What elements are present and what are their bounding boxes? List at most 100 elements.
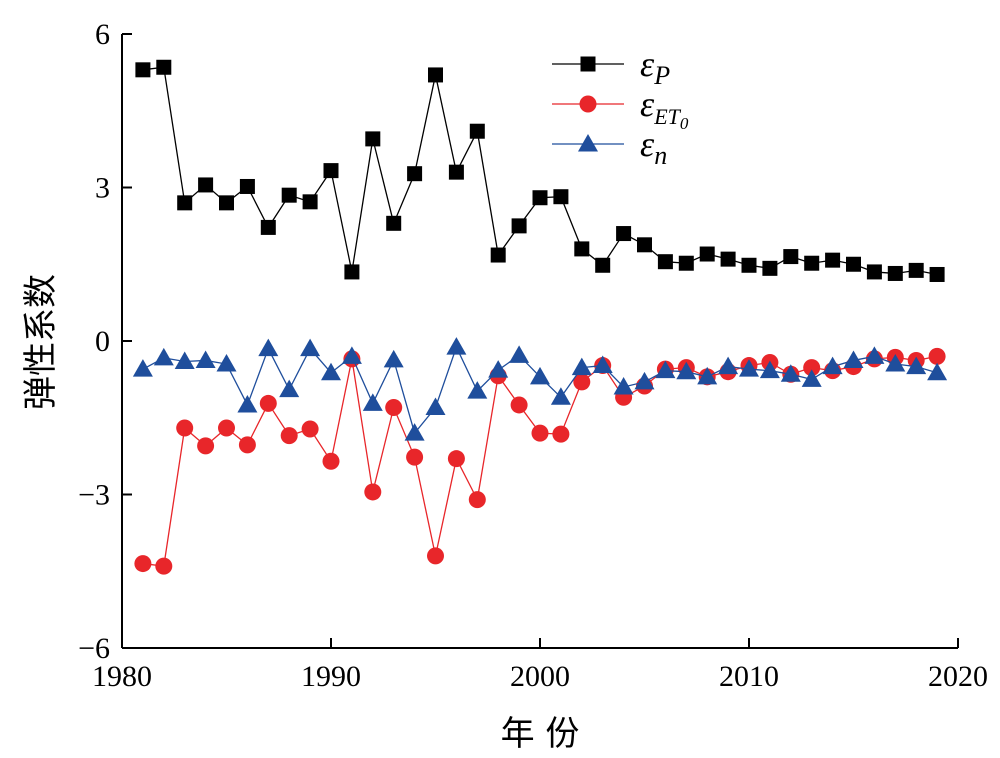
point-circle bbox=[322, 452, 340, 470]
point-square bbox=[929, 266, 945, 282]
point-triangle bbox=[592, 355, 613, 374]
point-square bbox=[490, 247, 506, 263]
point-triangle bbox=[885, 354, 906, 372]
legend-marker bbox=[579, 95, 597, 113]
point-square bbox=[637, 237, 652, 253]
point-triangle bbox=[822, 356, 843, 375]
point-triangle bbox=[216, 354, 237, 372]
point-square bbox=[386, 215, 402, 231]
point-square bbox=[135, 62, 151, 78]
point-circle bbox=[427, 547, 444, 565]
point-circle bbox=[197, 437, 215, 455]
series-line bbox=[142, 66, 938, 276]
legend-item-circle: εET0 bbox=[552, 84, 689, 133]
x-axis-title: 年 份 bbox=[501, 714, 580, 754]
point-triangle bbox=[613, 377, 634, 395]
point-square bbox=[177, 195, 193, 211]
point-square bbox=[908, 262, 924, 278]
point-square bbox=[365, 131, 381, 147]
point-triangle bbox=[676, 361, 697, 380]
point-square bbox=[825, 252, 841, 268]
point-triangle bbox=[153, 347, 174, 366]
point-circle bbox=[176, 419, 194, 437]
point-square bbox=[407, 166, 423, 182]
series-triangle bbox=[132, 337, 948, 441]
x-tick-label: 1990 bbox=[301, 660, 361, 693]
series-line bbox=[142, 355, 938, 567]
point-square bbox=[448, 164, 464, 180]
y-tick-label: 0 bbox=[95, 325, 110, 358]
point-circle bbox=[301, 420, 319, 438]
point-triangle bbox=[780, 364, 801, 382]
point-triangle bbox=[530, 366, 550, 385]
point-triangle bbox=[801, 369, 822, 387]
point-square bbox=[657, 254, 673, 270]
series-layer bbox=[132, 59, 948, 575]
point-square bbox=[804, 255, 820, 271]
point-triangle bbox=[655, 360, 676, 379]
point-square bbox=[762, 260, 778, 276]
point-square bbox=[344, 264, 360, 280]
point-square bbox=[866, 264, 882, 280]
point-triangle bbox=[634, 371, 655, 390]
point-triangle bbox=[300, 338, 321, 357]
point-circle bbox=[573, 373, 591, 391]
point-circle bbox=[531, 424, 549, 442]
y-tick-label: −6 bbox=[78, 632, 110, 665]
point-triangle bbox=[906, 356, 927, 375]
x-tick-label: 2020 bbox=[928, 660, 988, 693]
y-tick-label: 3 bbox=[95, 172, 110, 205]
point-triangle bbox=[927, 362, 948, 381]
point-triangle bbox=[425, 397, 446, 416]
point-triangle bbox=[174, 351, 195, 369]
point-triangle bbox=[759, 360, 780, 379]
point-triangle bbox=[446, 337, 467, 355]
point-circle bbox=[552, 425, 570, 443]
point-triangle bbox=[237, 394, 258, 413]
point-triangle bbox=[341, 346, 362, 364]
point-triangle bbox=[383, 349, 404, 368]
point-circle bbox=[803, 359, 821, 377]
point-square bbox=[219, 195, 234, 211]
point-triangle bbox=[739, 359, 759, 377]
point-circle bbox=[134, 555, 152, 573]
point-square bbox=[281, 187, 297, 203]
point-square bbox=[428, 67, 443, 83]
point-circle bbox=[364, 483, 382, 501]
point-square bbox=[678, 255, 694, 271]
point-square bbox=[156, 59, 172, 75]
point-square bbox=[323, 163, 339, 179]
point-triangle bbox=[195, 350, 216, 368]
point-triangle bbox=[362, 393, 383, 411]
point-triangle bbox=[697, 366, 718, 385]
point-square bbox=[699, 246, 715, 262]
point-triangle bbox=[864, 346, 885, 364]
x-tick-label: 2000 bbox=[510, 660, 570, 693]
point-circle bbox=[447, 450, 465, 468]
point-circle bbox=[928, 347, 946, 365]
point-square bbox=[720, 251, 736, 267]
legend-label: εET0 bbox=[640, 84, 689, 133]
point-square bbox=[198, 177, 214, 193]
point-square bbox=[553, 189, 569, 205]
point-triangle bbox=[550, 387, 571, 405]
point-square bbox=[302, 194, 318, 210]
point-square bbox=[260, 219, 276, 235]
point-circle bbox=[155, 557, 173, 575]
series-line bbox=[142, 345, 938, 435]
point-square bbox=[595, 257, 611, 273]
legend-label: εn bbox=[640, 124, 667, 170]
x-tick-label: 2010 bbox=[719, 660, 779, 693]
series-square bbox=[135, 59, 945, 282]
point-square bbox=[616, 226, 632, 242]
legend-item-triangle: εn bbox=[552, 124, 667, 170]
point-square bbox=[239, 178, 255, 194]
legend-label: εP bbox=[640, 44, 670, 90]
point-triangle bbox=[321, 362, 341, 381]
point-circle bbox=[385, 399, 403, 417]
point-triangle bbox=[843, 350, 864, 368]
point-square bbox=[783, 249, 799, 265]
point-triangle bbox=[404, 423, 425, 441]
